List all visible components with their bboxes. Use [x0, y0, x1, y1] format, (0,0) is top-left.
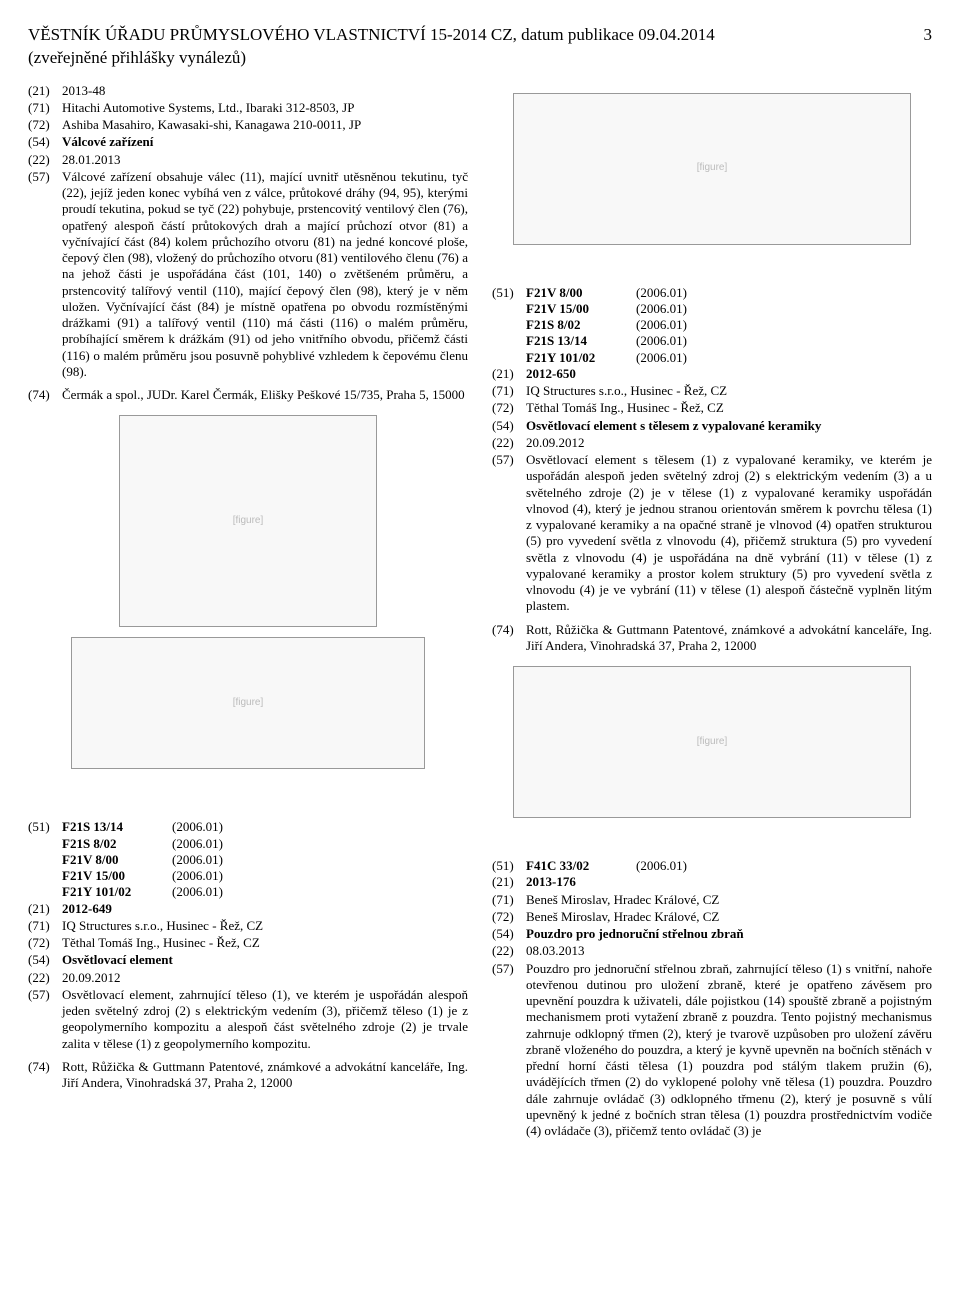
applicant: Beneš Miroslav, Hradec Králové, CZ	[526, 892, 932, 908]
inid-code: (57)	[492, 961, 526, 1140]
inid-code: (21)	[492, 874, 526, 890]
inid-code: (21)	[492, 366, 526, 382]
inid-code: (51)	[28, 819, 62, 835]
filing-date: 20.09.2012	[526, 435, 932, 451]
inid-code: (57)	[28, 987, 62, 1052]
application-number: 2013-48	[62, 83, 468, 99]
two-column-layout: (21)2013-48 (71)Hitachi Automotive Syste…	[28, 83, 932, 1152]
ipc-class: F41C 33/02	[526, 858, 636, 874]
inid-code: (72)	[492, 400, 526, 416]
ipc-version: (2006.01)	[636, 285, 687, 301]
abstract: Válcové zařízení obsahuje válec (11), ma…	[62, 169, 468, 380]
agent: Rott, Růžička & Guttmann Patentové, znám…	[62, 1059, 468, 1092]
filing-date: 20.09.2012	[62, 970, 468, 986]
ipc-version: (2006.01)	[172, 819, 223, 835]
inid-code: (74)	[28, 1059, 62, 1092]
inid-code: (22)	[492, 435, 526, 451]
ipc-version: (2006.01)	[172, 884, 223, 900]
title: Osvětlovací element	[62, 952, 468, 968]
figure-image: [figure]	[513, 666, 911, 818]
patent-entry: (51)F21V 8/00(2006.01) F21V 15/00(2006.0…	[492, 285, 932, 655]
abstract: Osvětlovací element, zahrnující těleso (…	[62, 987, 468, 1052]
title: Válcové zařízení	[62, 134, 468, 150]
inid-code: (21)	[28, 901, 62, 917]
inid-code: (71)	[28, 918, 62, 934]
applicant: IQ Structures s.r.o., Husinec - Řež, CZ	[62, 918, 468, 934]
inid-code: (22)	[28, 970, 62, 986]
abstract: Pouzdro pro jednoruční střelnou zbraň, z…	[526, 961, 932, 1140]
inid-code: (71)	[492, 383, 526, 399]
filing-date: 28.01.2013	[62, 152, 468, 168]
agent: Čermák a spol., JUDr. Karel Čermák, Eliš…	[62, 387, 468, 403]
ipc-class: F21V 15/00	[62, 868, 172, 884]
left-column: (21)2013-48 (71)Hitachi Automotive Syste…	[28, 83, 468, 1152]
ipc-class: F21S 8/02	[62, 836, 172, 852]
inid-code: (72)	[28, 935, 62, 951]
agent: Rott, Růžička & Guttmann Patentové, znám…	[526, 622, 932, 655]
filing-date: 08.03.2013	[526, 943, 932, 959]
patent-entry: (21)2013-48 (71)Hitachi Automotive Syste…	[28, 83, 468, 404]
application-number: 2012-650	[526, 366, 932, 382]
ipc-version: (2006.01)	[636, 333, 687, 349]
title: Osvětlovací element s tělesem z vypalova…	[526, 418, 932, 434]
patent-entry: (51)F41C 33/02(2006.01) (21)2013-176 (71…	[492, 858, 932, 1139]
inid-code: (57)	[28, 169, 62, 380]
inid-code: (22)	[28, 152, 62, 168]
ipc-class: F21V 15/00	[526, 301, 636, 317]
inid-code: (74)	[28, 387, 62, 403]
inid-code: (71)	[28, 100, 62, 116]
ipc-class: F21Y 101/02	[526, 350, 636, 366]
inid-code: (54)	[492, 418, 526, 434]
inid-code: (51)	[492, 285, 526, 301]
inventor: Těthal Tomáš Ing., Husinec - Řež, CZ	[526, 400, 932, 416]
abstract: Osvětlovací element s tělesem (1) z vypa…	[526, 452, 932, 615]
page-number: 3	[924, 24, 933, 45]
inid-code: (57)	[492, 452, 526, 615]
figure-image: [figure]	[513, 93, 911, 245]
right-column: [figure] (51)F21V 8/00(2006.01) F21V 15/…	[492, 83, 932, 1152]
header-subtitle: (zveřejněné přihlášky vynálezů)	[28, 47, 932, 68]
ipc-class: F21Y 101/02	[62, 884, 172, 900]
inid-code: (72)	[492, 909, 526, 925]
application-number: 2012-649	[62, 901, 468, 917]
figure-image: [figure]	[119, 415, 376, 627]
title: Pouzdro pro jednoruční střelnou zbraň	[526, 926, 932, 942]
application-number: 2013-176	[526, 874, 932, 890]
ipc-version: (2006.01)	[636, 858, 687, 874]
ipc-version: (2006.01)	[636, 317, 687, 333]
ipc-class: F21S 8/02	[526, 317, 636, 333]
inid-code: (71)	[492, 892, 526, 908]
applicant: Hitachi Automotive Systems, Ltd., Ibarak…	[62, 100, 468, 116]
inventor: Těthal Tomáš Ing., Husinec - Řež, CZ	[62, 935, 468, 951]
patent-entry: (51)F21S 13/14(2006.01) F21S 8/02(2006.0…	[28, 819, 468, 1091]
ipc-version: (2006.01)	[172, 852, 223, 868]
header-title: VĚSTNÍK ÚŘADU PRŮMYSLOVÉHO VLASTNICTVÍ 1…	[28, 24, 932, 45]
inid-code: (51)	[492, 858, 526, 874]
ipc-version: (2006.01)	[172, 868, 223, 884]
ipc-version: (2006.01)	[636, 301, 687, 317]
inid-code: (21)	[28, 83, 62, 99]
inid-code: (22)	[492, 943, 526, 959]
inid-code: (54)	[28, 952, 62, 968]
inventor: Ashiba Masahiro, Kawasaki-shi, Kanagawa …	[62, 117, 468, 133]
ipc-class: F21V 8/00	[526, 285, 636, 301]
inid-code: (54)	[28, 134, 62, 150]
inventor: Beneš Miroslav, Hradec Králové, CZ	[526, 909, 932, 925]
ipc-version: (2006.01)	[172, 836, 223, 852]
ipc-class: F21S 13/14	[526, 333, 636, 349]
ipc-version: (2006.01)	[636, 350, 687, 366]
figure-image: [figure]	[71, 637, 425, 769]
ipc-class: F21S 13/14	[62, 819, 172, 835]
ipc-class: F21V 8/00	[62, 852, 172, 868]
inid-code: (74)	[492, 622, 526, 655]
inid-code: (72)	[28, 117, 62, 133]
applicant: IQ Structures s.r.o., Husinec - Řež, CZ	[526, 383, 932, 399]
inid-code: (54)	[492, 926, 526, 942]
